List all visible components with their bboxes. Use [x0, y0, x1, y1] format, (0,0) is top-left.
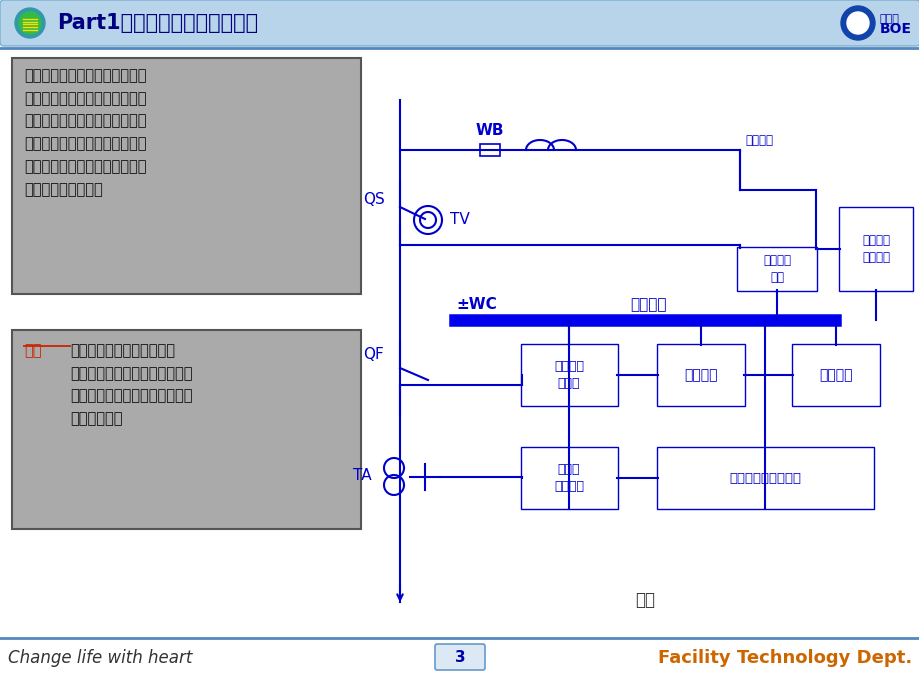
Circle shape: [840, 6, 874, 40]
Text: 断路器控
制回路: 断路器控 制回路: [553, 360, 584, 390]
FancyBboxPatch shape: [520, 447, 618, 509]
Circle shape: [846, 12, 868, 34]
Text: 直流绝缘
监察装置: 直流绝缘 监察装置: [861, 234, 889, 264]
FancyBboxPatch shape: [435, 644, 484, 670]
Text: 电参数测量仪表回路: 电参数测量仪表回路: [728, 471, 800, 484]
Text: 其他用电: 其他用电: [744, 134, 772, 147]
Text: QF: QF: [363, 348, 383, 362]
Text: BOE: BOE: [879, 22, 911, 36]
Text: TA: TA: [353, 468, 371, 482]
Text: WB: WB: [475, 123, 504, 138]
FancyBboxPatch shape: [480, 144, 499, 156]
Text: 互感器
二次回路: 互感器 二次回路: [553, 463, 584, 493]
Circle shape: [19, 12, 41, 34]
FancyBboxPatch shape: [12, 58, 360, 294]
Text: Change life with heart: Change life with heart: [8, 649, 192, 667]
Text: Part1：电气二次回路基础知识: Part1：电气二次回路基础知识: [57, 13, 258, 33]
Text: 特点: 特点: [24, 343, 41, 358]
Text: 直流母线: 直流母线: [630, 297, 665, 312]
FancyBboxPatch shape: [656, 447, 873, 509]
Text: 在图一所有仪表和继电器都是以
整体形式的设备图形符号表示，
不画出内部拉线，而只画出接点
的连接。并将二次部分的电流回
路、电压回路、直流回路和一次
回路图绘制: 在图一所有仪表和继电器都是以 整体形式的设备图形符号表示， 不画出内部拉线，而只…: [24, 68, 146, 197]
FancyBboxPatch shape: [791, 344, 879, 406]
Text: 3: 3: [454, 649, 465, 664]
FancyBboxPatch shape: [0, 0, 919, 46]
FancyBboxPatch shape: [736, 247, 816, 291]
FancyBboxPatch shape: [520, 344, 618, 406]
Text: 信号系统: 信号系统: [684, 368, 717, 382]
Text: ：能使看图人对整个装置的
构成有一个整体概念，可清楚了
解二次回路各设备间的电气联系
和动作原理。: ：能使看图人对整个装置的 构成有一个整体概念，可清楚了 解二次回路各设备间的电气…: [70, 343, 192, 426]
Text: 图一: 图一: [634, 591, 654, 609]
Text: QS: QS: [363, 193, 384, 208]
Text: 保护回路: 保护回路: [818, 368, 852, 382]
FancyBboxPatch shape: [12, 330, 360, 529]
Circle shape: [15, 8, 45, 38]
Text: 直流操作
电源: 直流操作 电源: [762, 254, 790, 284]
Text: ±WC: ±WC: [456, 297, 496, 312]
FancyBboxPatch shape: [656, 344, 744, 406]
Text: Facility Technology Dept.: Facility Technology Dept.: [657, 649, 911, 667]
Text: TV: TV: [449, 213, 470, 228]
Text: 京东方: 京东方: [879, 14, 899, 24]
FancyBboxPatch shape: [838, 207, 912, 291]
